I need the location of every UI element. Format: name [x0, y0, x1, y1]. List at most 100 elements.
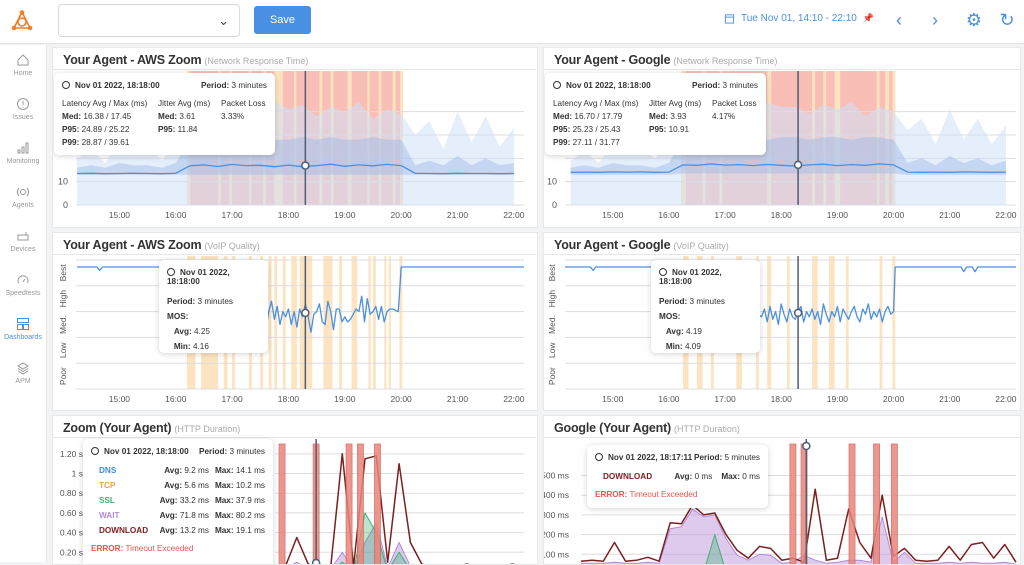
y-category-label: Poor [547, 367, 557, 385]
y-category-label: Best [547, 264, 557, 282]
sidebar-item-label: Devices [11, 246, 36, 253]
y-tick-label: 10 [58, 177, 68, 187]
y-tick-label: 0.20 s [60, 547, 83, 557]
x-tick-label: 17:00 [221, 394, 243, 404]
date-range-picker[interactable]: Tue Nov 01, 14:10 - 22:10 📌 [724, 13, 874, 24]
sidebar-item-label: Dashboards [4, 334, 42, 341]
panel-subtitle: (Network Response Time) [673, 56, 777, 66]
y-tick-label: 0 [552, 200, 557, 210]
x-tick-label: 16:00 [658, 394, 680, 404]
sidebar-item-speedtests[interactable]: Speedtests [0, 273, 46, 313]
max-label: Max: [215, 526, 234, 535]
previous-range-button[interactable]: ‹ [889, 10, 909, 30]
settings-gear-icon[interactable]: ⚙ [964, 10, 984, 30]
y-tick-label: 400 ms [544, 490, 569, 500]
error-bar [357, 444, 363, 565]
y-category-label: Best [58, 264, 68, 282]
x-tick-label: 19:00 [827, 210, 849, 220]
x-tick-label: 21:00 [447, 210, 469, 220]
x-tick-label: 19:00 [334, 210, 356, 220]
app-logo-icon[interactable] [10, 10, 34, 34]
sidebar-item-label: Speedtests [5, 290, 40, 297]
timing-name: TCP [91, 478, 146, 493]
orange-warning-stripe [767, 256, 771, 389]
sidebar-item-monitoring[interactable]: Monitoring [0, 141, 46, 181]
tooltip-time: Nov 01 2022, 18:18:00 [104, 447, 189, 456]
avg-label: Avg: [174, 327, 192, 336]
tooltip-time: Nov 01 2022, 18:18:00 [659, 268, 722, 286]
sidebar-item-label: APM [15, 378, 30, 385]
y-tick-label: 1 s [72, 469, 83, 479]
avg-label: Avg: [160, 496, 178, 505]
jitter-p95: 10.91 [669, 125, 690, 134]
x-tick-label: 18:00 [278, 394, 300, 404]
period-label: Period: [199, 447, 227, 456]
error-message: Timeout Exceeded [125, 544, 193, 553]
clock-icon [167, 268, 175, 276]
panel-subtitle: (HTTP Duration) [674, 424, 740, 434]
error-bar [891, 444, 897, 565]
avg-label: Avg: [164, 466, 182, 475]
home-icon [16, 53, 30, 67]
period-value: 3 minutes [230, 447, 266, 456]
agent-icon [16, 185, 30, 199]
x-tick-label: 20:00 [391, 210, 413, 220]
speedometer-icon [16, 273, 30, 287]
latency-header: Latency Avg / Max (ms) [62, 99, 147, 108]
x-tick-label: 15:00 [109, 210, 131, 220]
clock-icon [91, 447, 99, 455]
y-category-label: High [547, 290, 557, 308]
sidebar-item-apm[interactable]: APM [0, 361, 46, 401]
panel-header: Zoom (Your Agent)(HTTP Duration) [53, 416, 537, 438]
jitter-med: 3.61 [179, 112, 195, 121]
timing-max: 14.1 ms [236, 466, 265, 475]
hover-point-marker [803, 443, 810, 450]
panel-header: Your Agent - Google(Network Response Tim… [544, 48, 1020, 70]
error-bar [279, 444, 285, 565]
sidebar-item-dashboards[interactable]: Dashboards [0, 317, 46, 357]
x-tick-label: 18:00 [771, 210, 793, 220]
mos-avg: 4.19 [686, 327, 702, 336]
med-label: Med: [649, 112, 668, 121]
save-button[interactable]: Save [254, 6, 311, 34]
panel-header: Your Agent - Google(VoIP Quality) [544, 233, 1020, 255]
tooltip-time: Nov 01 2022, 18:18:00 [167, 268, 230, 286]
p99-label: P99: [553, 138, 570, 147]
wait-line [581, 509, 1016, 564]
packet-loss-header: Packet Loss [221, 99, 266, 108]
sidebar-item-home[interactable]: Home [0, 53, 46, 93]
tooltip-time: Nov 01 2022, 18:18:00 [566, 81, 651, 90]
orange-warning-stripe [880, 256, 883, 389]
dashboard-icon [16, 317, 30, 331]
timing-name: WAIT [91, 508, 146, 523]
sidebar: Home Issues Monitoring Agents Devices Sp… [0, 45, 47, 562]
x-tick-label: 21:00 [939, 394, 961, 404]
panel-subtitle: (VoIP Quality) [673, 241, 728, 251]
sidebar-item-issues[interactable]: Issues [0, 97, 46, 137]
next-range-button[interactable]: › [925, 10, 945, 30]
sidebar-item-devices[interactable]: Devices [0, 229, 46, 269]
sidebar-item-agents[interactable]: Agents [0, 185, 46, 225]
y-category-label: High [58, 290, 68, 308]
x-tick-label: 18:00 [771, 394, 793, 404]
med-label: Med: [553, 112, 572, 121]
pin-icon[interactable]: 📌 [863, 13, 874, 24]
dashboard-select[interactable]: ⌄ [58, 4, 240, 37]
timing-name: DOWNLOAD [595, 469, 673, 484]
med-label: Med: [158, 112, 177, 121]
timing-name: DNS [91, 463, 146, 478]
mos-min: 4.09 [685, 342, 701, 351]
latency-med: 16.38 / 17.45 [83, 112, 131, 121]
panel-subtitle: (Network Response Time) [204, 56, 308, 66]
layers-icon [16, 361, 30, 375]
refresh-icon[interactable]: ↻ [997, 10, 1017, 30]
x-tick-label: 21:00 [447, 394, 469, 404]
y-tick-label: 0.80 s [60, 488, 83, 498]
avg-label: Avg: [160, 511, 178, 520]
jitter-p95: 11.84 [178, 125, 198, 134]
